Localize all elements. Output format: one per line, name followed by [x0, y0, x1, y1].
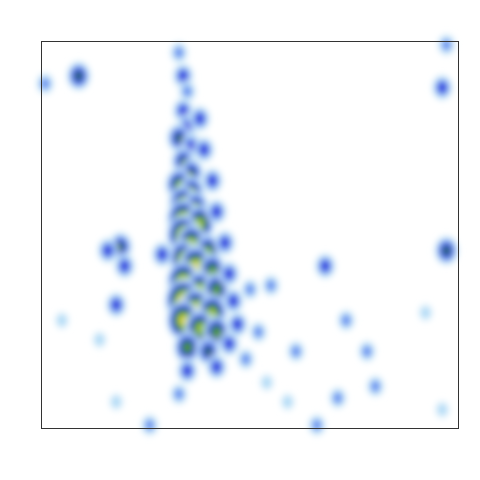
heat-cell	[108, 391, 125, 412]
heat-cell	[430, 73, 454, 102]
heat-contour	[220, 237, 229, 248]
heat-cell	[65, 59, 92, 92]
heat-contour	[371, 380, 380, 392]
heat-cell	[175, 356, 199, 385]
heat-cell	[434, 399, 451, 420]
heat-contour	[120, 261, 129, 271]
heat-contour	[94, 333, 105, 346]
heat-cell	[357, 339, 377, 364]
heat-contour	[74, 71, 83, 81]
heat-cell	[104, 290, 128, 319]
heat-contour	[229, 296, 238, 306]
heat-contour	[56, 314, 67, 327]
plot-background	[41, 41, 459, 429]
heat-contour	[233, 319, 242, 330]
heat-cell	[192, 135, 216, 164]
heat-contour	[266, 280, 276, 291]
plot-frame	[41, 41, 459, 429]
heat-contour	[245, 283, 255, 295]
heat-contour	[40, 78, 50, 90]
heat-cell	[221, 286, 245, 315]
heat-cell	[200, 166, 224, 195]
heat-cell	[313, 252, 337, 281]
heat-contour	[442, 39, 451, 51]
heat-contour	[112, 299, 121, 310]
heat-contour	[103, 245, 112, 256]
heat-contour	[225, 338, 234, 349]
heat-cell	[96, 236, 120, 265]
heat-contour	[175, 133, 183, 143]
heat-layer	[35, 32, 460, 438]
heat-cell	[91, 329, 108, 350]
heat-contour	[182, 86, 192, 97]
heat-contour	[341, 315, 351, 326]
heat-cell	[53, 310, 71, 331]
heat-contour	[174, 388, 184, 400]
heat-contour	[261, 376, 272, 389]
heat-cell	[240, 277, 260, 302]
heat-contour	[291, 346, 301, 357]
heat-contour	[204, 346, 212, 356]
heat-cell	[365, 374, 386, 399]
heat-contour	[241, 353, 251, 365]
heat-contour	[438, 82, 447, 93]
heat-cell	[236, 347, 256, 372]
heat-cell	[436, 32, 457, 57]
heat-cell	[217, 259, 241, 288]
heat-cell	[336, 308, 356, 333]
heat-cell	[150, 240, 174, 269]
heat-contour	[195, 113, 204, 124]
heat-contour	[111, 395, 122, 408]
heat-cell	[327, 385, 348, 410]
heat-contour	[196, 323, 204, 333]
heat-contour	[212, 206, 221, 217]
heat-cell	[286, 339, 306, 364]
heat-contour	[312, 419, 322, 431]
heat-contour	[145, 419, 155, 431]
heat-contour	[442, 245, 451, 256]
heat-cell	[248, 320, 269, 344]
heat-contour	[213, 327, 221, 337]
heat-contour	[183, 343, 191, 352]
heat-cell	[307, 413, 327, 438]
heat-cell	[217, 329, 241, 358]
heat-contour	[183, 365, 192, 376]
heat-contour	[321, 261, 330, 271]
heat-contour	[174, 47, 184, 58]
heat-contour	[362, 346, 372, 357]
heat-contour	[254, 326, 263, 338]
heat-contour	[437, 403, 448, 416]
heat-cell	[169, 40, 189, 65]
heat-cell	[279, 391, 296, 412]
heat-contour	[200, 144, 208, 155]
heat-contour	[158, 249, 167, 260]
heat-cell	[35, 71, 55, 96]
heat-cell	[417, 302, 434, 323]
heat-contour	[225, 268, 234, 279]
heat-contour	[282, 395, 293, 408]
heat-cell	[258, 372, 275, 393]
heat-contour	[179, 71, 188, 81]
heat-contour	[212, 362, 221, 372]
heat-cell	[195, 335, 222, 368]
heat-contour	[333, 392, 343, 404]
heat-cell	[205, 197, 228, 226]
heat-cell	[226, 310, 249, 339]
heat-cell	[433, 234, 460, 267]
heat-cell	[169, 382, 189, 407]
heat-cell	[261, 273, 281, 298]
heat-cell	[172, 329, 202, 366]
heat-cell	[139, 413, 160, 438]
heat-cell	[188, 104, 212, 133]
heat-contour	[208, 175, 217, 186]
heat-contour	[420, 306, 431, 319]
heat-cell	[213, 228, 237, 257]
heat-cell	[113, 252, 136, 281]
heat-cell	[205, 352, 228, 381]
heat-contour	[213, 284, 221, 294]
